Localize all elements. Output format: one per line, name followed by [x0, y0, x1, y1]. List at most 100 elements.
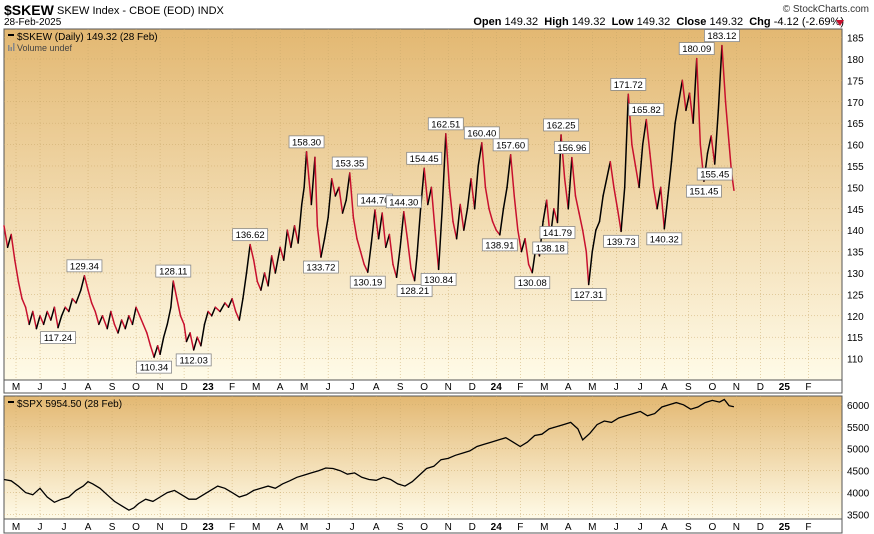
x-tick-label: 25: [779, 382, 791, 393]
skew-line-segment: [488, 208, 494, 223]
skew-line-segment: [90, 302, 96, 313]
skew-line-segment: [663, 195, 669, 230]
skew-line-segment: [524, 237, 530, 266]
x-tick-label: A: [565, 522, 572, 533]
skew-line-segment: [172, 280, 178, 300]
price-label-box: [610, 78, 647, 91]
price-label: 138.91: [485, 240, 514, 251]
volume-bar-icon: [13, 43, 15, 51]
skew-line-segment: [581, 229, 588, 253]
x-tick-label: N: [733, 382, 740, 393]
price-label-box: [40, 331, 76, 345]
price-label: 162.25: [547, 120, 576, 131]
x-tick-label: F: [805, 382, 811, 393]
x-tick-label: M: [540, 522, 548, 533]
x-tick-label: 24: [491, 522, 503, 533]
price-label: 183.12: [707, 31, 736, 42]
skew-line-segment: [60, 306, 66, 317]
x-tick-label: J: [38, 522, 43, 533]
skew-line-segment: [252, 259, 259, 283]
price-label-box: [514, 276, 551, 290]
price-label-box: [570, 288, 607, 301]
y-tick-label: 130: [847, 269, 864, 280]
skew-line-segment: [721, 44, 727, 103]
skew-line-segment: [591, 229, 597, 253]
price-label: 151.45: [689, 187, 718, 198]
skew-line-segment: [585, 250, 590, 286]
skew-line-segment: [605, 160, 612, 180]
skew-line-segment: [395, 246, 401, 279]
skew-line-segment: [290, 225, 296, 249]
x-tick-label: A: [373, 382, 380, 393]
skew-line-segment: [231, 297, 237, 313]
skew-line-segment: [68, 297, 74, 313]
price-label: 165.82: [632, 105, 661, 116]
skew-line-segment: [270, 255, 277, 274]
price-label: 156.96: [557, 143, 586, 154]
skew-line-segment: [578, 212, 584, 231]
price-label-box: [175, 353, 212, 367]
close-value: 149.32: [709, 16, 744, 28]
skew-line-segment: [303, 151, 308, 189]
y-tick-label: 4500: [847, 467, 870, 478]
x-tick-label: A: [277, 382, 284, 393]
price-label: 127.31: [574, 290, 603, 301]
skew-line-segment: [146, 332, 152, 347]
skew-line-segment: [392, 263, 398, 279]
skew-line-segment: [238, 297, 244, 321]
skew-line-segment: [153, 345, 159, 358]
skew-line-segment: [267, 255, 273, 287]
x-tick-label: M: [12, 382, 20, 393]
skew-line-segment: [713, 109, 720, 165]
skew-line-segment: [367, 242, 373, 273]
skew-line-segment: [207, 310, 213, 317]
legend-line-icon: [8, 34, 14, 36]
skew-line-segment: [39, 315, 45, 326]
skew-line-segment: [509, 154, 515, 197]
skew-line-segment: [403, 211, 409, 240]
skew-line-segment: [370, 209, 376, 244]
price-label-box: [232, 228, 269, 242]
price-label-box: [155, 264, 192, 278]
x-tick-label: D: [180, 522, 187, 533]
x-tick-label: N: [156, 382, 163, 393]
skew-line-segment: [595, 220, 601, 231]
skew-line-segment: [345, 172, 351, 201]
skew-line-segment: [652, 186, 658, 210]
price-label-box: [603, 234, 639, 248]
y-tick-label: 180: [847, 55, 864, 66]
x-tick-label: J: [350, 382, 355, 393]
skew-line-segment: [459, 203, 465, 231]
skew-line-segment: [162, 323, 169, 338]
x-tick-label: O: [708, 382, 716, 393]
skew-line-segment: [53, 306, 59, 329]
skew-line-segment: [120, 319, 127, 330]
skew-line-segment: [42, 310, 48, 326]
skew-line-segment: [149, 345, 155, 358]
open-label: Open: [473, 16, 502, 28]
skew-line-segment: [416, 208, 422, 257]
low-label: Low: [611, 16, 634, 28]
price-label-box: [696, 167, 733, 181]
price-label: 130.84: [424, 275, 453, 286]
y-tick-label: 175: [847, 76, 864, 87]
price-label-box: [628, 103, 665, 117]
price-label-box: [686, 184, 722, 198]
y-tick-label: 150: [847, 183, 864, 194]
price-label-box: [543, 118, 579, 132]
skew-line-segment: [659, 186, 666, 230]
skew-line-segment: [249, 243, 255, 261]
x-tick-label: J: [350, 522, 355, 533]
skew-line-segment: [620, 186, 626, 233]
skew-line-segment: [445, 133, 451, 189]
skew-line-segment: [192, 336, 199, 351]
y-tick-label: 165: [847, 119, 864, 130]
x-tick-label: S: [109, 522, 116, 533]
skew-line-segment: [338, 186, 344, 214]
skew-line-segment: [87, 289, 93, 304]
skew-line-segment: [388, 233, 394, 266]
skew-line-segment: [320, 237, 326, 258]
price-label: 130.08: [518, 278, 547, 289]
skew-line-segment: [176, 297, 182, 317]
skew-line-segment: [183, 323, 188, 343]
